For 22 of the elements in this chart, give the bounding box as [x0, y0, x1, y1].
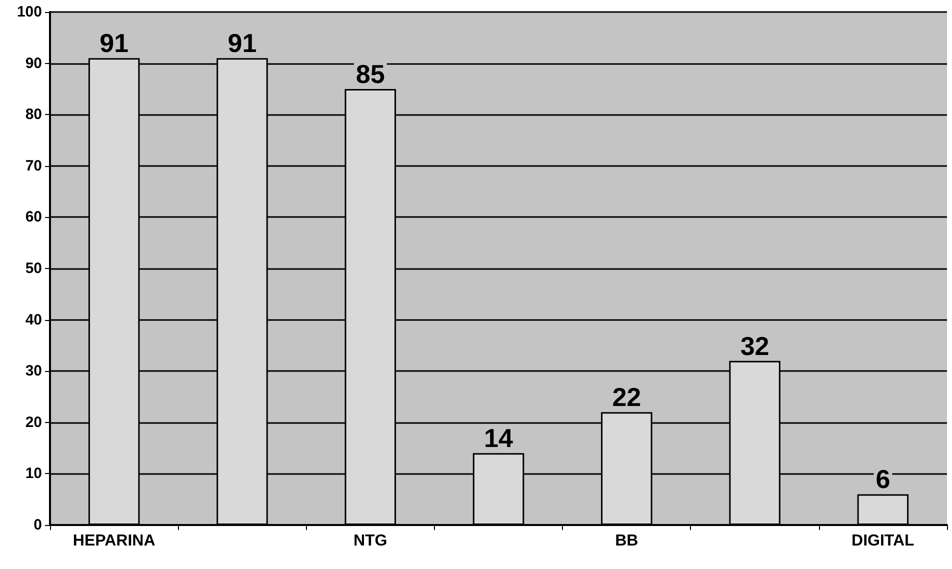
data-label: 91	[100, 28, 129, 58]
x-tick-label: NTG	[353, 532, 388, 550]
y-tick-label: 20	[25, 414, 42, 431]
x-tick-label: HEPARINA	[72, 532, 156, 550]
y-tick-label: 10	[25, 465, 42, 482]
y-tick-label: 0	[34, 516, 42, 534]
x-tick-label: BB	[615, 532, 638, 550]
data-label: 6	[876, 464, 890, 494]
data-label: 14	[484, 423, 514, 454]
y-tick-label: 70	[25, 157, 42, 174]
y-tick-label: 40	[25, 311, 42, 328]
y-tick-label: 100	[16, 4, 42, 20]
y-tick-label: 80	[25, 106, 42, 124]
y-tick-label: 50	[25, 260, 42, 277]
y-tick-label: 90	[25, 54, 42, 72]
y-tick-label: 60	[25, 208, 42, 226]
data-label: 85	[356, 58, 385, 89]
data-label: 32	[740, 330, 770, 361]
data-label: 91	[228, 28, 257, 58]
y-tick-label: 30	[25, 362, 42, 380]
data-label: 22	[612, 382, 642, 412]
x-tick-label: DIGITAL	[852, 532, 915, 550]
